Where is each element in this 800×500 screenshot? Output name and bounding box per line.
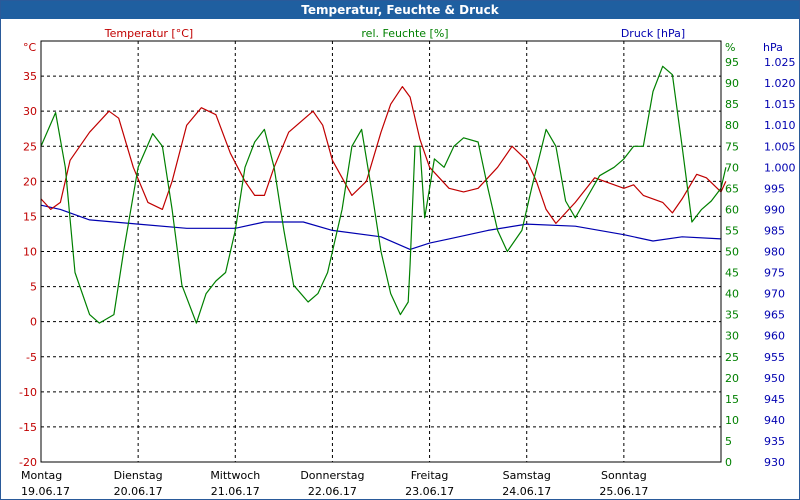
temperature-tick-label: -10 [19,386,37,399]
x-tick-date: 19.06.17 [21,485,70,498]
pressure-tick-label: 1.015 [764,98,796,111]
pressure-series-line [40,204,722,250]
x-tick-date: 20.06.17 [114,485,163,498]
x-tick-day: Mittwoch [210,469,260,482]
x-tick-date: 25.06.17 [599,485,648,498]
humidity-tick-label: 85 [725,98,739,111]
pressure-tick-label: 950 [764,372,785,385]
plot-frame [40,40,722,463]
grid [41,41,721,462]
humidity-tick-label: 60 [725,203,739,216]
pressure-tick-label: 995 [764,182,785,195]
pressure-tick-label: 935 [764,435,785,448]
pressure-tick-label: 980 [764,246,785,259]
pressure-tick-label: 1.005 [764,140,796,153]
humidity-tick-label: 90 [725,77,739,90]
pressure-tick-label: 975 [764,267,785,280]
humidity-tick-label: 20 [725,372,739,385]
pressure-tick-label: 940 [764,414,785,427]
pressure-tick-label: 945 [764,393,785,406]
humidity-tick-label: 70 [725,161,739,174]
humidity-tick-label: 10 [725,414,739,427]
humidity-tick-label: 40 [725,288,739,301]
temperature-tick-label: -15 [19,421,37,434]
humidity-tick-label: 95 [725,56,739,69]
title-bar [1,1,799,19]
x-tick-day: Samstag [503,469,551,482]
humidity-tick-label: 50 [725,246,739,259]
x-tick-day: Montag [21,469,62,482]
humidity-unit-label: % [725,41,735,54]
temperature-tick-label: 10 [23,246,37,259]
series-layer [40,65,727,324]
x-axis-ticks: Montag 19.06.17 Dienstag 20.06.17 Mittwoch 21… [21,469,648,498]
humidity-axis-title: rel. Feuchte [%] [361,27,448,40]
x-tick-date: 21.06.17 [211,485,260,498]
x-tick-day: Dienstag [114,469,163,482]
temperature-tick-label: 25 [23,140,37,153]
pressure-tick-label: 955 [764,351,785,364]
temperature-unit-label: °C [23,41,37,54]
pressure-tick-label: 970 [764,288,785,301]
temperature-tick-label: -20 [19,456,37,469]
pressure-tick-label: 930 [764,456,785,469]
humidity-tick-label: 35 [725,309,739,322]
humidity-series-line [40,65,727,324]
humidity-tick-label: 30 [725,330,739,343]
pressure-unit-label: hPa [763,41,783,54]
x-tick-day: Donnerstag [300,469,364,482]
pressure-tick-label: 1.020 [764,77,796,90]
x-tick-day: Sonntag [601,469,647,482]
temperature-tick-label: 35 [23,70,37,83]
chart-title: Temperatur, Feuchte & Druck [301,3,499,17]
temperature-axis-title: Temperatur [°C] [104,27,193,40]
pressure-tick-label: 1.010 [764,119,796,132]
temperature-tick-label: 20 [23,175,37,188]
humidity-tick-label: 0 [725,456,732,469]
pressure-axis-ticks: 1.025 1.020 1.015 1.010 1.005 1.000 995 990 985 9… [764,56,796,469]
humidity-tick-label: 25 [725,351,739,364]
humidity-tick-label: 5 [725,435,732,448]
x-tick-date: 22.06.17 [308,485,357,498]
humidity-tick-label: 45 [725,267,739,280]
humidity-tick-label: 15 [725,393,739,406]
humidity-tick-label: 75 [725,140,739,153]
temperature-tick-label: 5 [30,281,37,294]
pressure-tick-label: 990 [764,203,785,216]
x-tick-date: 24.06.17 [502,485,551,498]
humidity-tick-label: 65 [725,182,739,195]
temperature-tick-label: 0 [30,316,37,329]
x-tick-day: Freitag [411,469,449,482]
humidity-tick-label: 55 [725,224,739,237]
temperature-tick-label: -5 [26,351,37,364]
temperature-series-line [40,85,727,224]
x-tick-date: 23.06.17 [405,485,454,498]
temperature-axis-ticks: 35 30 25 20 15 10 5 0 -5 -10 -15 -20 [19,70,37,469]
pressure-tick-label: 1.025 [764,56,796,69]
temperature-tick-label: 30 [23,105,37,118]
pressure-tick-label: 965 [764,309,785,322]
pressure-axis-title: Druck [hPa] [621,27,685,40]
pressure-tick-label: 960 [764,330,785,343]
pressure-tick-label: 985 [764,224,785,237]
temperature-tick-label: 15 [23,210,37,223]
humidity-tick-label: 80 [725,119,739,132]
pressure-tick-label: 1.000 [764,161,796,174]
